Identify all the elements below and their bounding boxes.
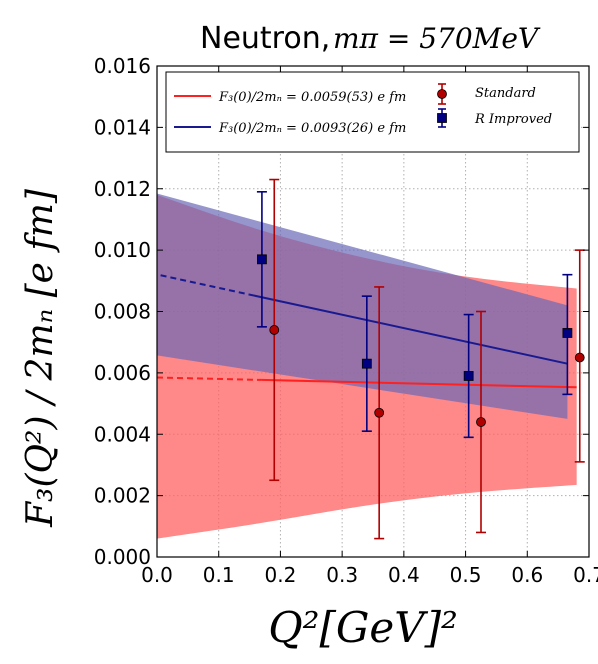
point-standard: [374, 407, 385, 418]
fit-band-improved: [157, 193, 568, 419]
x-tick-label: 0.2: [265, 563, 297, 587]
fit-lines: [157, 273, 577, 389]
y-tick-label: 0.004: [94, 422, 151, 446]
legend: F₃(0)/2mₙ = 0.0059(53) e fm F₃(0)/2mₙ = …: [165, 71, 580, 153]
x-tick-label: 0.6: [511, 563, 543, 587]
legend-improved-marker: [437, 108, 447, 128]
chart-title-math: mπ = 570MeV: [333, 22, 541, 55]
y-tick-label: 0.014: [94, 115, 151, 139]
legend-box: [165, 71, 580, 153]
x-tick-label: 0.3: [326, 563, 358, 587]
y-tick-label: 0.000: [94, 545, 151, 569]
y-tick-label: 0.008: [94, 300, 151, 324]
point-standard: [574, 352, 585, 363]
chart-title-text: Neutron,: [200, 21, 330, 56]
legend-standard-label: Standard: [475, 86, 536, 101]
x-tick-label: 0.5: [450, 563, 482, 587]
fit-line-standard: [261, 378, 577, 389]
y-tick-label: 0.002: [94, 484, 151, 508]
point-improved: [361, 358, 372, 369]
point-improved: [257, 254, 267, 265]
legend-improved-label: R Improved: [474, 112, 552, 127]
y-axis-label: F₃(Q²) / 2mₙ [e fm]: [20, 188, 61, 528]
x-tick-label: 0.0: [141, 563, 173, 587]
legend-square-marker: [437, 113, 447, 123]
y-tick-label: 0.006: [94, 361, 151, 385]
x-tick-label: 0.7: [573, 563, 598, 587]
axis-ticks: 0.0 0.1 0.2 0.3 0.4 0.5 0.6 0.7 0.000 0.002 0.004 0…: [94, 54, 598, 587]
fit-line-standard-extrapolation: [157, 376, 262, 381]
legend-circle-marker: [437, 89, 447, 99]
point-standard: [269, 325, 280, 335]
data-points: [256, 178, 585, 540]
y-tick-label: 0.016: [94, 54, 151, 78]
chart-title: Neutron, mπ = 570MeV: [200, 21, 541, 56]
fit-line-improved: [249, 293, 568, 365]
legend-fit-improved-label: F₃(0)/2mₙ = 0.0093(26) e fm: [218, 121, 406, 136]
point-improved: [562, 328, 573, 338]
x-tick-label: 0.4: [388, 563, 420, 587]
y-tick-label: 0.010: [94, 238, 151, 262]
x-axis-label: Q²[GeV]²: [268, 603, 458, 652]
y-tick-label: 0.012: [94, 177, 151, 201]
legend-fit-standard-label: F₃(0)/2mₙ = 0.0059(53) e fm: [218, 90, 406, 105]
legend-standard-marker: [437, 83, 447, 105]
point-improved: [463, 371, 474, 381]
point-standard: [476, 417, 486, 427]
x-tick-label: 0.1: [203, 563, 235, 587]
fit-line-improved-extrapolation: [157, 273, 250, 296]
